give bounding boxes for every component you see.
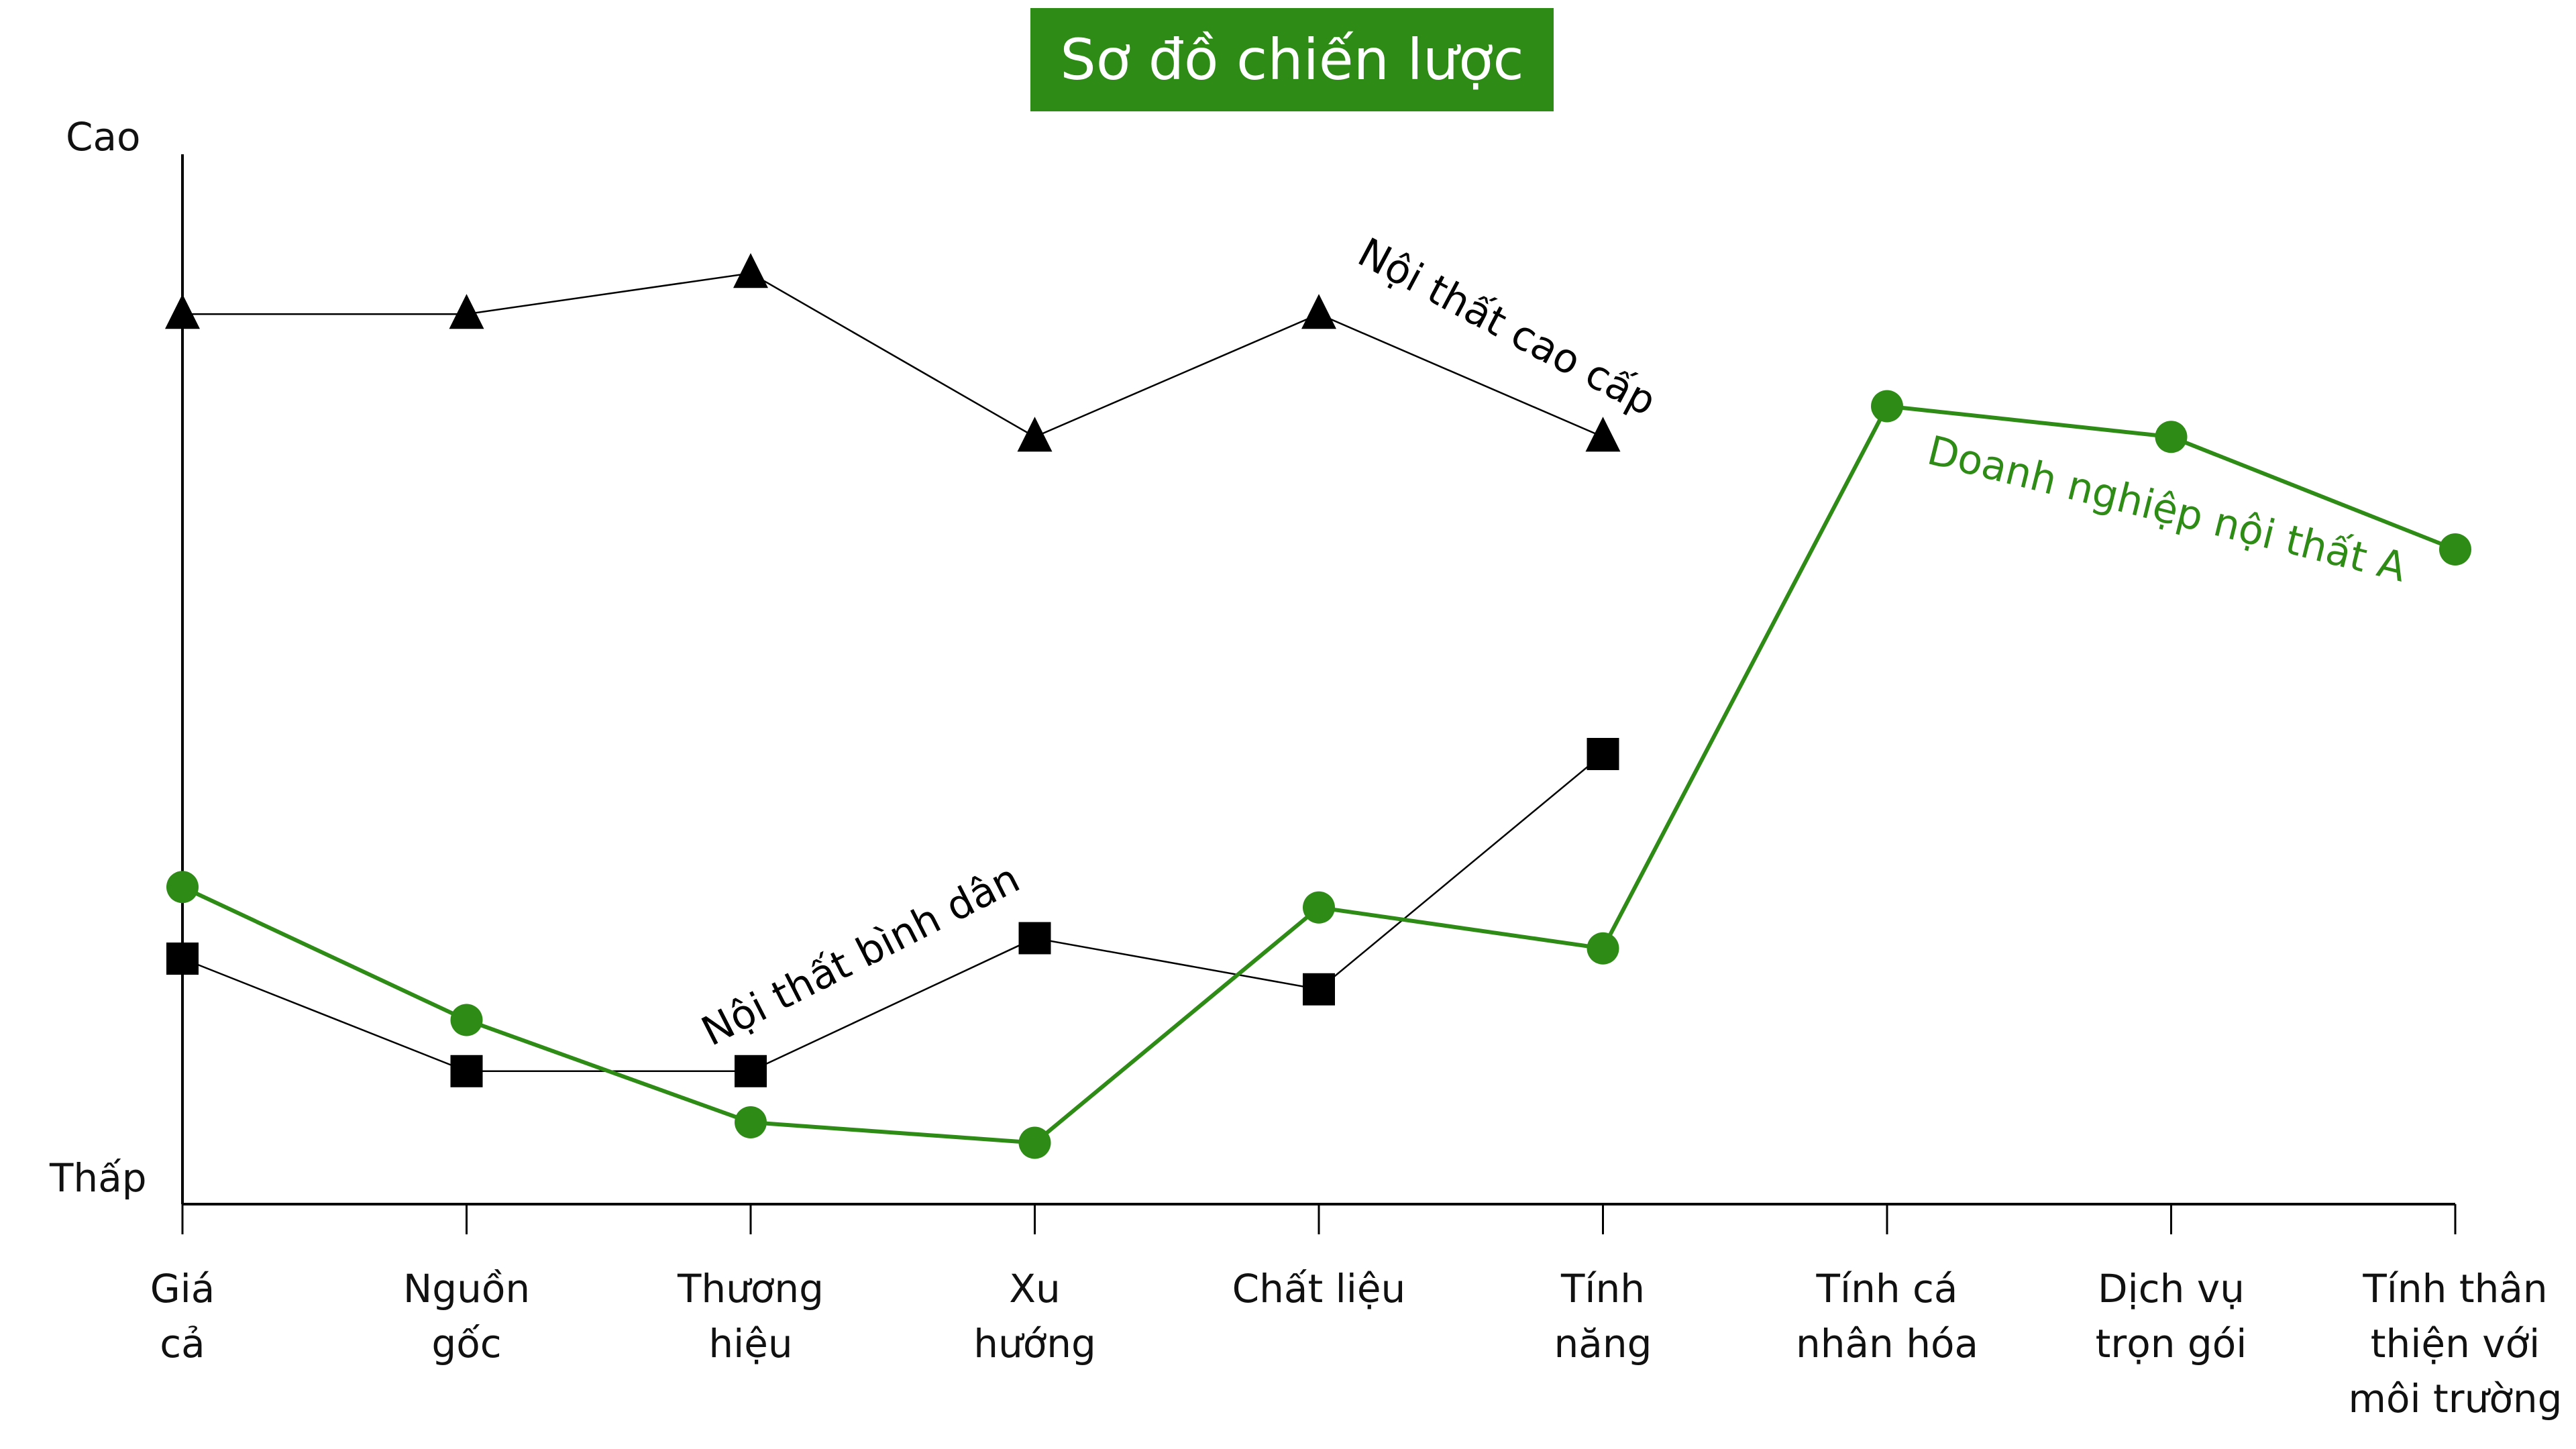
y-axis-high-label: Cao — [66, 114, 141, 160]
series-point-circle — [2439, 533, 2471, 566]
series-point-circle — [2155, 421, 2188, 453]
series-point-square — [735, 1055, 767, 1087]
series-point-square — [1303, 973, 1335, 1006]
series-point-triangle — [165, 294, 200, 329]
series-point-circle — [166, 871, 199, 904]
x-tick-label: Giá cả — [150, 1266, 215, 1366]
x-tick-label: Dịch vụ trọn gói — [2095, 1266, 2247, 1366]
series-line-1 — [182, 753, 1604, 1072]
x-tick-label: Chất liệu — [1232, 1266, 1406, 1311]
x-tick-label: Tính năng — [1554, 1266, 1652, 1366]
chart-title: Sơ đồ chiến lược — [1060, 27, 1524, 93]
chart-title-box: Sơ đồ chiến lược — [1030, 8, 1554, 111]
x-tick-label: Tính thân thiện với môi trường — [2348, 1266, 2563, 1421]
series-point-triangle — [449, 294, 484, 329]
series-point-square — [1018, 922, 1051, 955]
series-point-square — [450, 1055, 483, 1087]
series-point-square — [1587, 738, 1619, 770]
series-point-circle — [1018, 1126, 1051, 1159]
x-tick-label: Tính cá nhân hóa — [1795, 1266, 1979, 1366]
series-point-circle — [1871, 390, 1903, 423]
series-point-triangle — [1017, 417, 1053, 452]
x-tick-label: Thương hiệu — [677, 1266, 824, 1366]
series-line-0 — [182, 272, 1603, 438]
series-point-triangle — [733, 253, 768, 288]
series-point-circle — [1303, 891, 1335, 924]
series-point-triangle — [1301, 294, 1336, 329]
x-tick-label: Xu hướng — [973, 1266, 1096, 1366]
series-point-circle — [450, 1004, 483, 1036]
y-axis-low-label: Thấp — [50, 1155, 147, 1201]
series-label-1: Nội thất bình dân — [694, 855, 1027, 1055]
series-point-square — [166, 943, 199, 975]
series-point-circle — [1587, 932, 1619, 965]
series-point-circle — [735, 1106, 767, 1138]
x-tick-label: Nguồn gốc — [402, 1266, 531, 1366]
series-point-triangle — [1585, 417, 1621, 452]
